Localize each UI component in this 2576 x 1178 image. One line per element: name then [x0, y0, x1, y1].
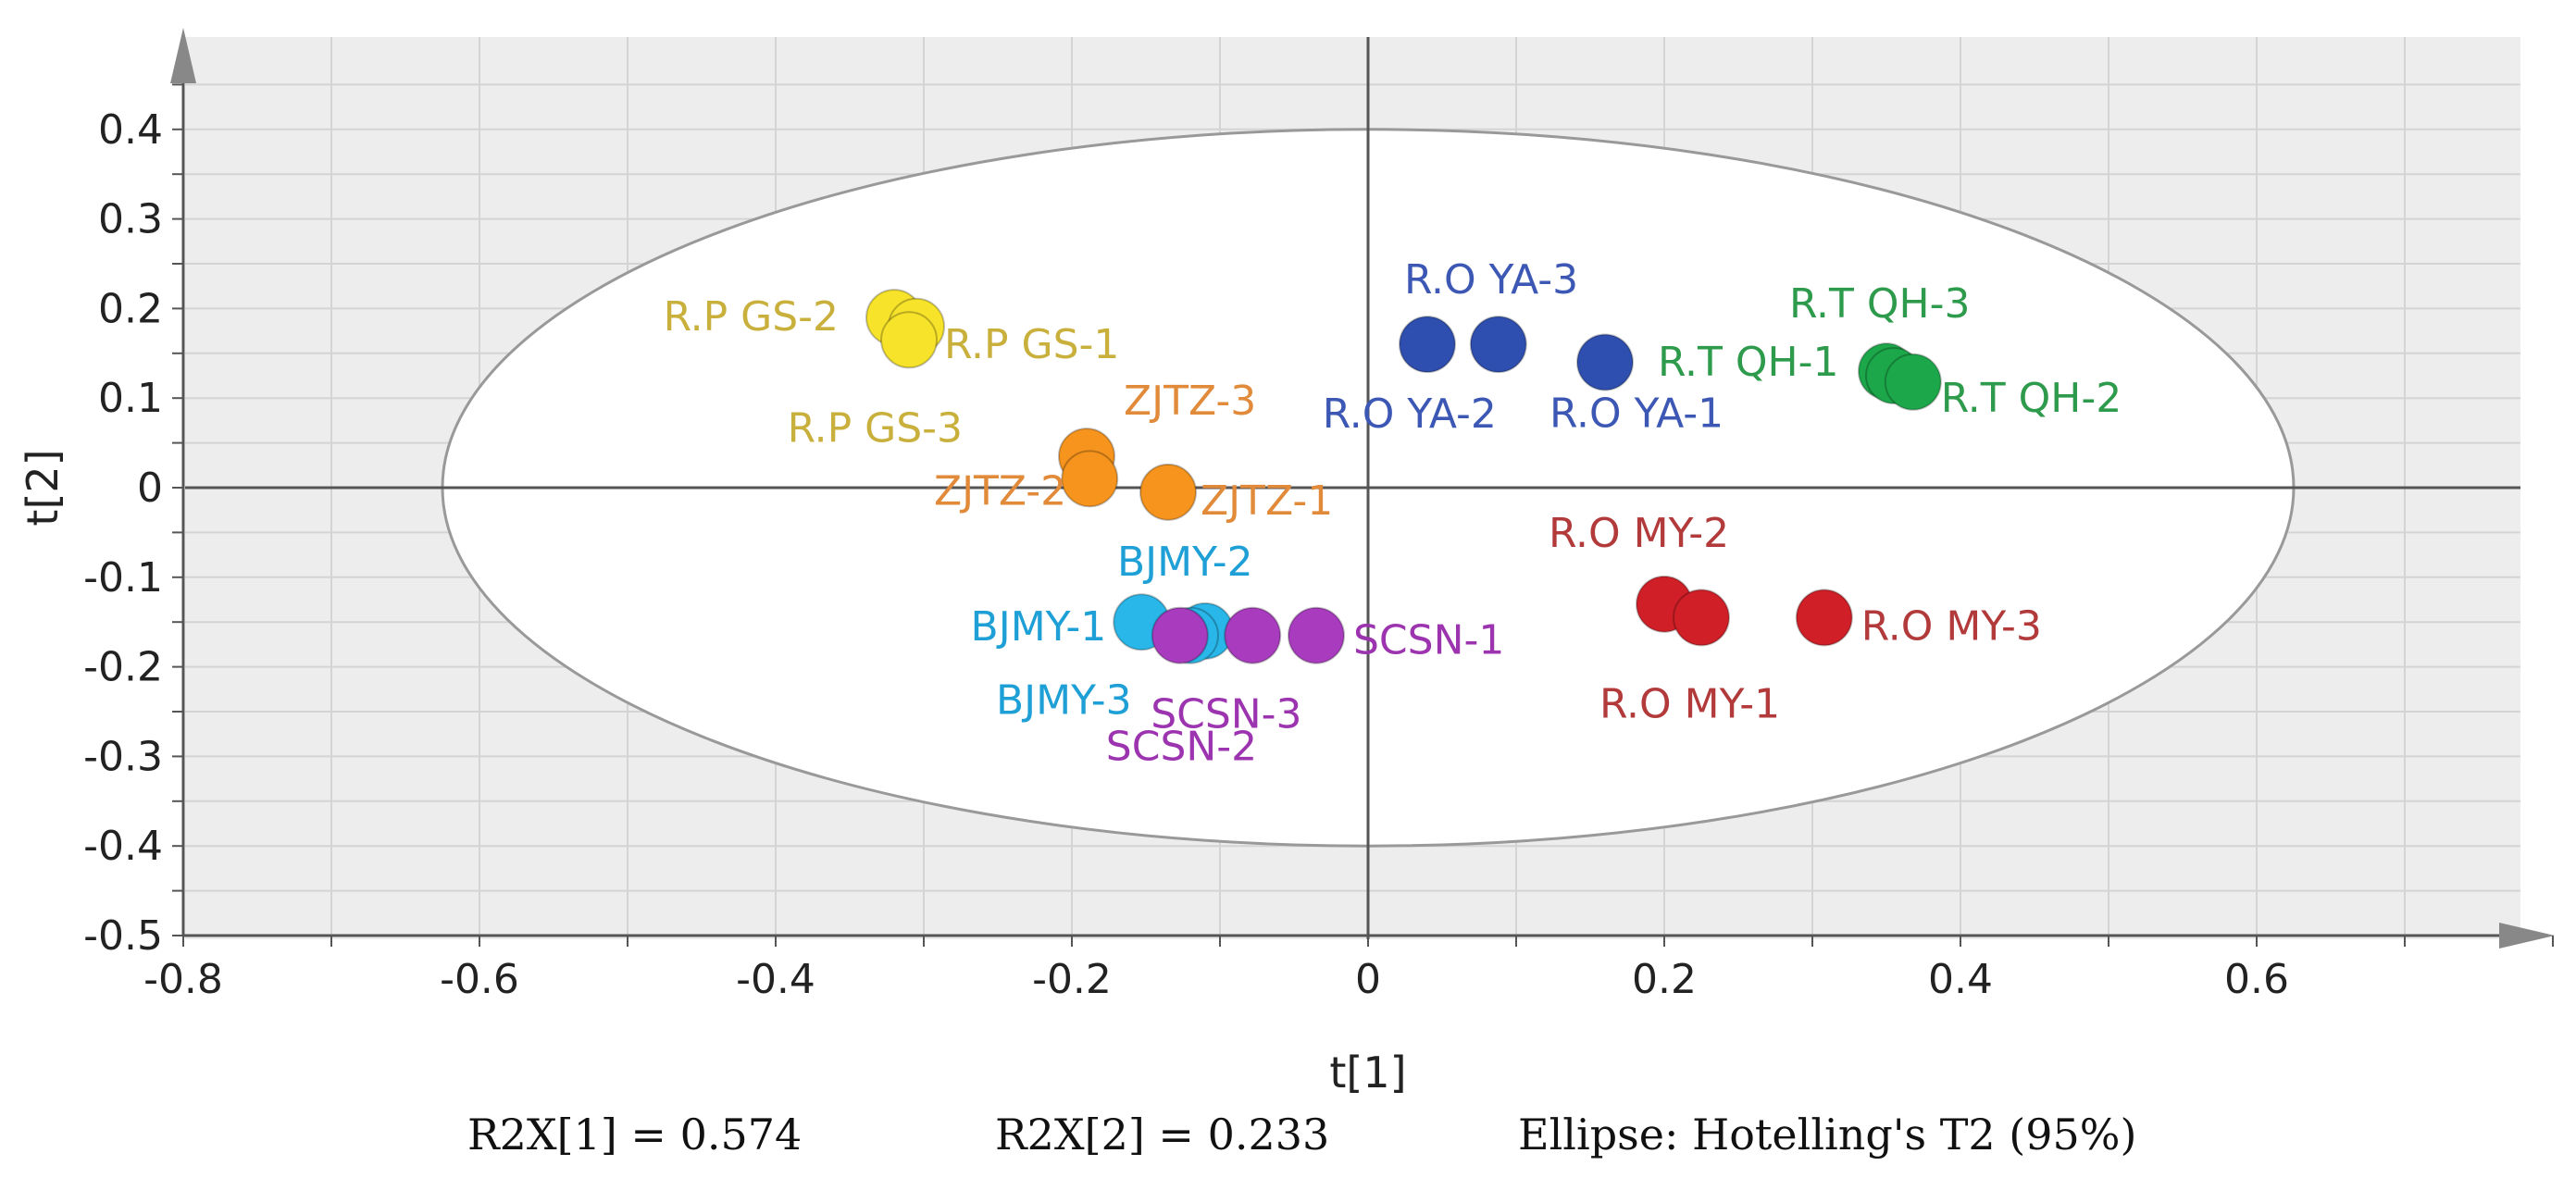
r2x2-annotation: R2X[2] = 0.233 [995, 1110, 1329, 1159]
y-tick-label: -0.3 [83, 733, 163, 780]
point-label: R.O MY-1 [1599, 680, 1780, 727]
point-label: ZJTZ-2 [934, 467, 1066, 515]
point-label: R.T QH-1 [1658, 339, 1838, 386]
point-label: ZJTZ-3 [1124, 378, 1256, 425]
y-tick-label: 0.3 [98, 196, 163, 243]
y-tick-label: 0.4 [98, 106, 163, 154]
tick-labels: -0.8 -0.6 -0.4 -0.2 0 0.2 0.4 0.6 0.4 0.3 0.2 0.1 0 -… [83, 106, 2289, 1003]
data-point [1224, 606, 1282, 664]
y-tick-label: -0.5 [83, 912, 163, 960]
point-label: BJMY-1 [971, 603, 1107, 651]
point-label: R.O YA-2 [1323, 391, 1497, 438]
y-axis-arrow [170, 28, 196, 83]
y-tick-label: 0.1 [98, 375, 163, 422]
data-point [1884, 353, 1942, 411]
point-label: R.P GS-1 [944, 321, 1119, 368]
y-tick-label: -0.2 [83, 644, 163, 691]
point-label: SCSN-1 [1353, 617, 1504, 664]
data-point [1795, 589, 1853, 647]
x-tick-label: -0.4 [736, 956, 815, 1003]
point-label: BJMY-3 [996, 677, 1132, 725]
x-tick-label: -0.2 [1032, 956, 1112, 1003]
data-point [1576, 333, 1634, 391]
r2x1-annotation: R2X[1] = 0.574 [467, 1110, 802, 1159]
x-tick-label: 0.6 [2224, 956, 2289, 1003]
x-axis-arrow [2499, 923, 2555, 949]
y-tick-label: -0.1 [83, 554, 163, 601]
x-tick-label: -0.6 [440, 956, 519, 1003]
point-label: R.T QH-2 [1941, 375, 2122, 422]
point-label: SCSN-3 [1151, 691, 1301, 738]
point-label: R.T QH-3 [1789, 280, 1970, 328]
y-tick-label: -0.4 [83, 823, 163, 870]
x-axis-title: t[1] [1329, 1048, 1406, 1097]
point-label: R.O YA-3 [1404, 256, 1578, 304]
data-point [1139, 463, 1197, 521]
data-point [1151, 606, 1209, 664]
point-labels: R.P GS-2 R.P GS-1 R.P GS-3 ZJTZ-3 ZJTZ-2 ZJTZ… [664, 256, 2122, 771]
axes [170, 28, 2555, 949]
point-label: ZJTZ-1 [1201, 477, 1333, 525]
data-point [1399, 316, 1456, 374]
point-label: R.O MY-2 [1549, 510, 1729, 557]
data-point [1288, 606, 1345, 664]
ellipse-annotation: Ellipse: Hotelling's T2 (95%) [1518, 1110, 2136, 1159]
x-tick-label: 0.2 [1632, 956, 1697, 1003]
x-tick-label: -0.8 [143, 956, 223, 1003]
point-label: R.O MY-3 [1861, 602, 2042, 650]
y-tick-label: 0 [137, 465, 163, 512]
point-label: SCSN-2 [1106, 724, 1257, 771]
y-tick-label: 0.2 [98, 285, 163, 332]
point-label: R.P GS-3 [788, 404, 963, 452]
y-axis-title: t[2] [18, 449, 68, 526]
x-tick-label: 0.4 [1928, 956, 1993, 1003]
data-point [1469, 316, 1527, 374]
x-tick-label: 0 [1355, 956, 1381, 1003]
data-point [1673, 589, 1730, 647]
data-point [1061, 450, 1119, 508]
point-label: R.P GS-2 [664, 293, 839, 341]
point-label: R.O YA-1 [1549, 390, 1724, 437]
zero-lines [185, 37, 2520, 939]
data-point [880, 311, 938, 369]
data-points [865, 289, 1942, 664]
point-label: BJMY-2 [1117, 539, 1253, 586]
